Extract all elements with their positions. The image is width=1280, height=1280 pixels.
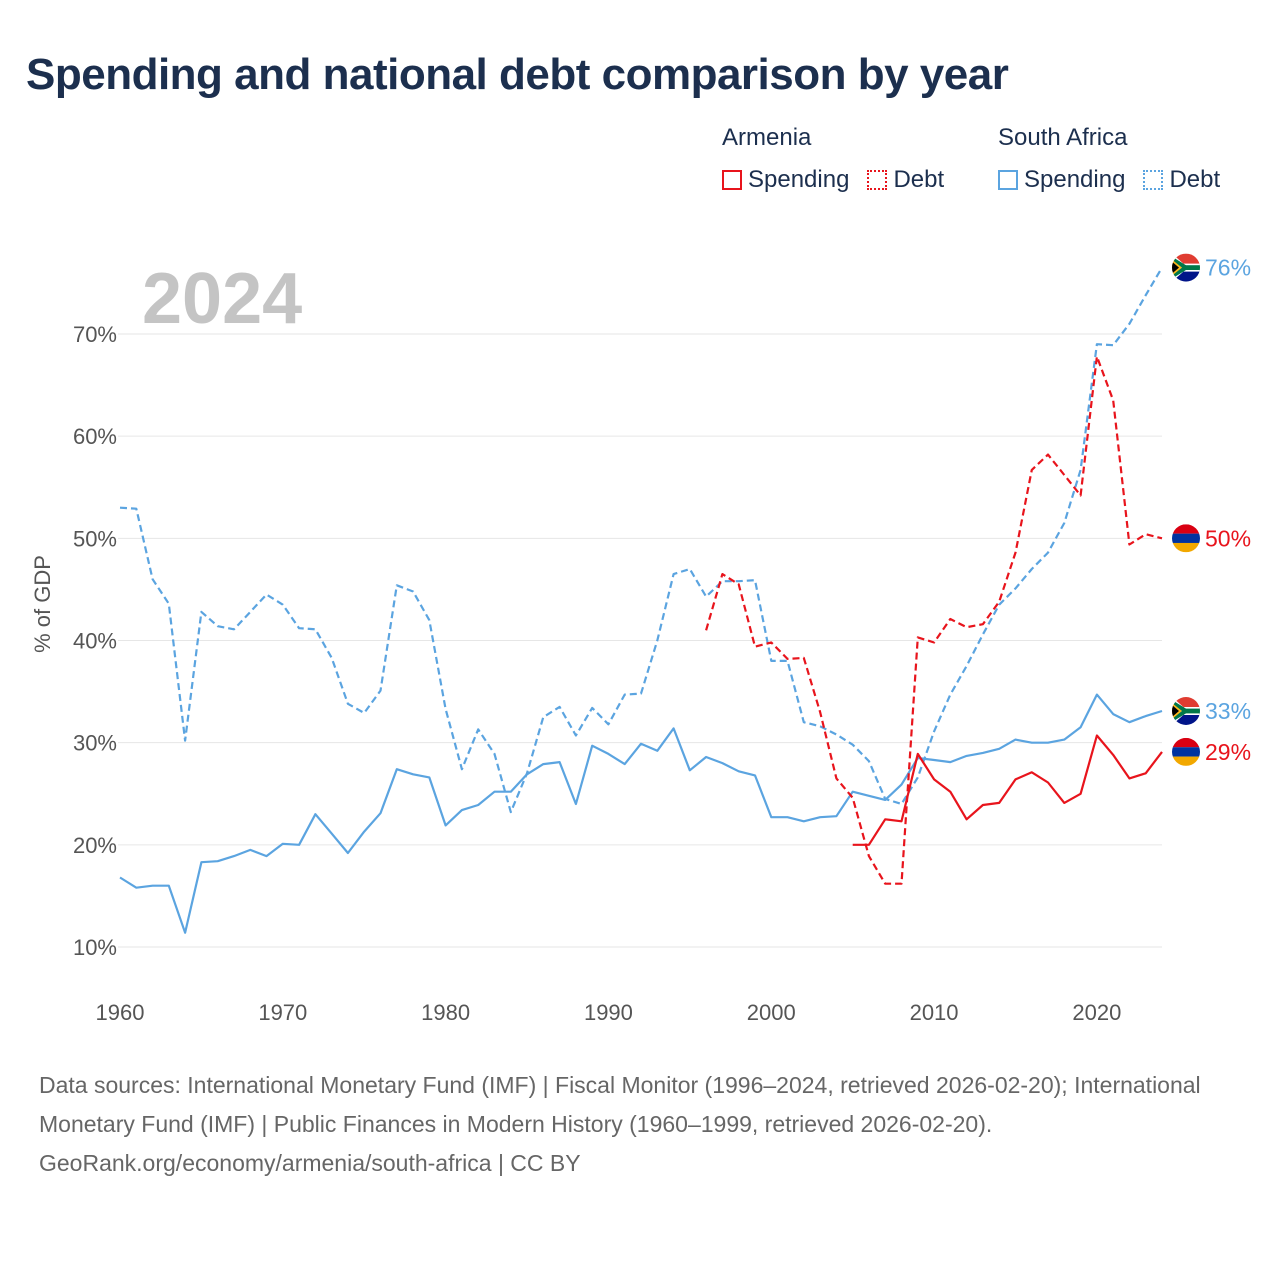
- y-tick-label: 60%: [73, 424, 117, 449]
- y-tick-label: 20%: [73, 833, 117, 858]
- legend-armenia-debt[interactable]: Debt: [867, 166, 944, 194]
- y-tick-label: 10%: [73, 935, 117, 960]
- x-tick-label: 1970: [258, 1000, 307, 1025]
- y-tick-label: 70%: [73, 322, 117, 347]
- legend-south-africa-spending[interactable]: Spending: [998, 166, 1125, 194]
- data-sources: Data sources: International Monetary Fun…: [39, 1072, 1201, 1137]
- legend-south-africa-debt[interactable]: Debt: [1143, 166, 1220, 194]
- legend-armenia-debt-label: Debt: [893, 166, 945, 193]
- credit-link[interactable]: GeoRank.org/economy/armenia/south-africa…: [39, 1150, 581, 1176]
- legend-armenia: Armenia Spending Debt: [722, 124, 962, 194]
- armenia-flag-icon: [1172, 737, 1200, 766]
- x-tick-label: 1980: [421, 1000, 470, 1025]
- end-label-layer: 76% 33% 50% 29%: [1172, 253, 1251, 766]
- axis-layer: 10% 20% 30% 40% 50% 60% 70% 1960 1970 1980 1990 200…: [73, 322, 1121, 1025]
- series-line-south-africa-spending: [119, 693, 1163, 934]
- south-africa-flag-icon: [1172, 697, 1200, 725]
- year-watermark: 2024: [142, 259, 302, 339]
- end-value-label: 50%: [1205, 525, 1251, 551]
- series-layer: [119, 267, 1163, 934]
- y-tick-label: 50%: [73, 526, 117, 551]
- armenia-flag-icon: [1172, 524, 1200, 553]
- grid-layer: [118, 333, 1162, 948]
- footer: Data sources: International Monetary Fun…: [39, 1066, 1239, 1183]
- end-value-label: 76%: [1205, 255, 1251, 281]
- y-tick-label: 40%: [73, 629, 117, 654]
- legend-country-armenia: Armenia: [722, 124, 812, 151]
- series-line-armenia-spending: [852, 734, 1163, 846]
- x-tick-label: 2010: [910, 1000, 959, 1025]
- y-axis-label: % of GDP: [30, 555, 55, 653]
- armenia-spending-swatch: [722, 170, 742, 190]
- south-africa-debt-swatch: [1143, 170, 1164, 190]
- legend-armenia-spending-label: Spending: [748, 166, 850, 193]
- legend-country-south-africa: South Africa: [998, 124, 1128, 151]
- legend-armenia-spending[interactable]: Spending: [722, 166, 849, 194]
- end-value-label: 29%: [1205, 739, 1251, 765]
- legend-south-africa-spending-label: Spending: [1024, 166, 1126, 193]
- x-tick-label: 1960: [96, 1000, 145, 1025]
- x-tick-label: 2020: [1072, 1000, 1121, 1025]
- end-value-label: 33%: [1205, 698, 1251, 724]
- armenia-debt-swatch: [867, 170, 888, 190]
- series-line-south-africa-debt: [119, 267, 1163, 814]
- legend-south-africa: South Africa Spending Debt: [998, 124, 1238, 194]
- south-africa-spending-swatch: [998, 170, 1018, 190]
- legend-south-africa-debt-label: Debt: [1169, 166, 1221, 193]
- x-tick-label: 1990: [584, 1000, 633, 1025]
- south-africa-flag-icon: [1172, 253, 1200, 282]
- y-tick-label: 30%: [73, 731, 117, 756]
- x-tick-label: 2000: [747, 1000, 796, 1025]
- chart-title: Spending and national debt comparison by…: [26, 50, 1009, 99]
- series-line-armenia-debt: [705, 355, 1163, 885]
